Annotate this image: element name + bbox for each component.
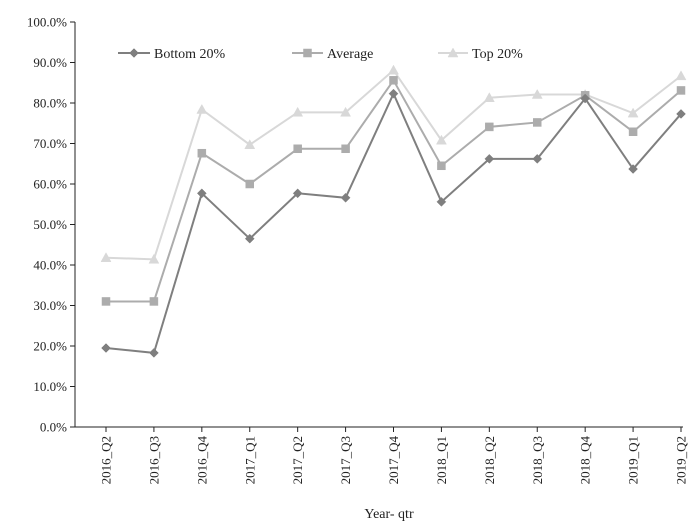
data-point-square — [533, 118, 542, 127]
data-point-square — [628, 127, 638, 137]
data-point-square — [676, 86, 686, 95]
data-point-triangle — [340, 106, 352, 117]
data-point-diamond — [532, 154, 543, 164]
data-point-triangle — [627, 107, 639, 118]
data-point-square — [197, 148, 207, 158]
data-point-diamond — [101, 343, 111, 353]
data-point-diamond — [340, 192, 351, 203]
x-tick-label: 2016_Q2 — [99, 436, 114, 484]
data-point-square — [389, 76, 398, 85]
data-point-square — [101, 297, 111, 306]
x-tick-label: 2017_Q2 — [290, 436, 305, 484]
y-tick-label: 0.0% — [40, 420, 67, 435]
data-point-triangle — [244, 139, 256, 149]
legend-marker — [303, 48, 312, 58]
data-point-diamond — [628, 164, 638, 174]
legend-label: Bottom 20% — [154, 47, 226, 62]
series-line — [105, 68, 682, 261]
y-tick-label: 100.0% — [27, 15, 67, 30]
data-point-diamond — [484, 154, 495, 164]
axes — [74, 22, 683, 428]
legend-label: Average — [327, 47, 373, 62]
data-point-triangle — [292, 106, 304, 117]
legend-entry: Top 20% — [438, 47, 523, 62]
data-point-diamond — [149, 348, 159, 358]
x-tick-label: 2016_Q3 — [146, 436, 161, 484]
data-point-triangle — [675, 70, 687, 81]
data-point-diamond — [292, 188, 303, 199]
y-tick-label: 70.0% — [33, 136, 67, 151]
data-point-diamond — [676, 109, 686, 119]
data-point-triangle — [148, 253, 160, 264]
y-axis-ticks: 0.0% 10.0% 20.0% 30.0% 40.0% 50.0% 60.0% 70.0% 8… — [27, 15, 75, 435]
data-point-square — [341, 144, 350, 154]
data-point-triangle — [388, 64, 399, 75]
y-tick-label: 80.0% — [33, 96, 67, 111]
x-tick-label: 2018_Q3 — [530, 436, 545, 484]
data-point-square — [437, 161, 446, 171]
y-tick-label: 40.0% — [33, 258, 67, 273]
x-axis-title: Year- qtr — [364, 507, 414, 522]
data-point-triangle — [196, 103, 208, 114]
y-tick-label: 90.0% — [33, 55, 67, 70]
legend-label: Top 20% — [472, 47, 523, 62]
x-tick-label: 2018_Q2 — [482, 436, 497, 484]
data-point-diamond — [196, 188, 207, 199]
series-average — [101, 76, 686, 306]
x-tick-label: 2016_Q4 — [194, 436, 209, 485]
data-point-triangle — [100, 252, 112, 262]
data-point-diamond — [580, 93, 591, 104]
x-tick-label: 2017_Q1 — [242, 436, 257, 484]
y-tick-label: 60.0% — [33, 177, 67, 192]
data-point-square — [245, 179, 254, 189]
x-tick-label: 2019_Q1 — [626, 436, 641, 484]
y-tick-label: 30.0% — [33, 298, 67, 313]
legend-marker — [129, 48, 139, 58]
data-point-triangle — [531, 88, 543, 99]
legend: Bottom 20% Average Top 20% — [118, 47, 523, 62]
data-point-diamond — [388, 88, 399, 99]
legend-entry: Bottom 20% — [118, 47, 226, 62]
data-point-diamond — [436, 196, 447, 207]
y-tick-label: 10.0% — [33, 379, 67, 394]
data-point-diamond — [244, 233, 255, 244]
y-tick-label: 50.0% — [33, 217, 67, 232]
x-tick-label: 2018_Q4 — [578, 436, 593, 485]
series-layer — [100, 64, 687, 358]
data-point-triangle — [435, 134, 447, 145]
y-tick-label: 20.0% — [33, 339, 67, 354]
series-line — [105, 91, 682, 354]
x-tick-label: 2019_Q2 — [674, 436, 689, 484]
data-point-square — [149, 297, 159, 306]
data-point-square — [485, 122, 494, 132]
x-tick-label: 2017_Q3 — [338, 436, 353, 484]
data-point-square — [293, 144, 302, 154]
x-tick-label: 2017_Q4 — [386, 436, 401, 485]
x-axis-ticks: 2016_Q2 2016_Q3 2016_Q4 2017_Q1 2017_Q2 2017_… — [99, 427, 689, 484]
legend-marker — [447, 47, 459, 58]
series-bottom-20 — [101, 88, 686, 358]
legend-entry: Average — [292, 47, 373, 62]
data-point-triangle — [483, 92, 495, 102]
x-tick-label: 2018_Q1 — [434, 436, 449, 484]
